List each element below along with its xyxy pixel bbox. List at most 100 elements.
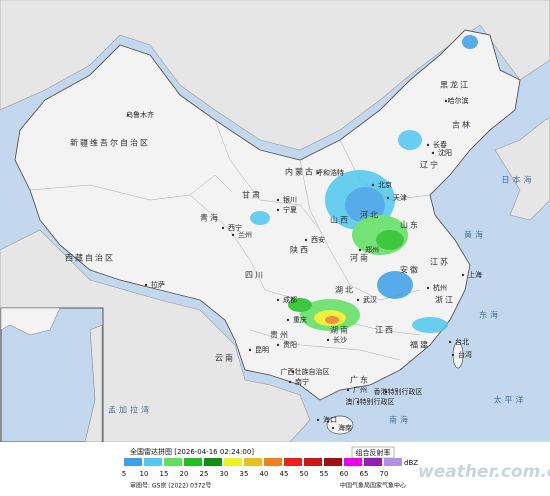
scale-label: 30 — [220, 470, 229, 478]
city-dot — [358, 248, 362, 252]
city-dot — [444, 99, 448, 103]
place-label: 广州 — [353, 385, 367, 394]
city-dot — [276, 208, 280, 212]
scale-label: 15 — [160, 470, 169, 478]
scale-label: 40 — [260, 470, 269, 478]
city-dot — [248, 348, 252, 352]
place-label: 台湾 — [458, 350, 472, 359]
place-label: 银川 — [283, 195, 297, 204]
scale-swatch — [244, 458, 262, 466]
city-dot — [448, 340, 452, 344]
scale-label: 25 — [200, 470, 209, 478]
place-label: 青海 — [200, 213, 220, 223]
place-label: 甘肃 — [242, 190, 262, 200]
scale-label: 45 — [280, 470, 289, 478]
scale-label: 65 — [360, 470, 369, 478]
place-label: 郑州 — [365, 246, 379, 254]
place-label: 广西壮族自治区 — [281, 367, 330, 376]
scale-swatch — [384, 458, 402, 466]
city-dot — [331, 426, 335, 430]
city-dot — [346, 388, 350, 392]
city-dot — [356, 400, 360, 404]
place-label: 太平洋 — [494, 395, 527, 405]
scale-label: 10 — [140, 470, 149, 478]
city-dot — [316, 171, 320, 175]
city-dot — [144, 283, 148, 287]
place-label: 台北 — [455, 337, 469, 346]
city-dot — [356, 298, 360, 302]
place-label: 河南 — [350, 253, 370, 263]
place-label: 新疆维吾尔自治区 — [70, 138, 150, 148]
place-label: 西宁 — [228, 223, 242, 232]
scale-swatch — [164, 458, 182, 466]
place-label: 沈阳 — [438, 148, 452, 157]
place-label: 湖南 — [330, 325, 350, 335]
place-label: 山西 — [330, 215, 350, 225]
city-dot — [316, 418, 320, 422]
place-label: 河北 — [360, 210, 380, 220]
legend-panel — [0, 442, 550, 492]
scale-swatch — [144, 458, 162, 466]
place-label: 日本海 — [502, 175, 535, 185]
city-dot — [304, 238, 308, 242]
place-label: 宁夏 — [283, 205, 297, 214]
place-label: 陕西 — [290, 245, 310, 255]
japan-korea — [494, 117, 550, 221]
place-label: 福建 — [410, 340, 430, 350]
place-label: 辽宁 — [420, 160, 440, 170]
place-label: 贵州 — [270, 330, 290, 340]
place-label: 澳门特别行政区 — [346, 397, 395, 406]
city-dot — [371, 183, 375, 187]
province-borders — [29, 119, 431, 361]
place-label: 吉林 — [452, 120, 472, 130]
place-label: 北京 — [378, 180, 392, 189]
place-label: 西藏自治区 — [65, 253, 115, 263]
place-label: 乌鲁木齐 — [126, 110, 154, 119]
scale-label: 60 — [340, 470, 349, 478]
radar-echoes — [250, 35, 478, 333]
place-label: 安徽 — [400, 265, 420, 275]
city-dot — [231, 233, 235, 237]
scale-swatch — [364, 458, 382, 466]
place-label: 天津 — [393, 194, 407, 202]
place-label: 哈尔滨 — [448, 96, 469, 105]
place-label: 重庆 — [293, 315, 307, 324]
place-label: 海口 — [323, 415, 337, 424]
scale-label: 35 — [240, 470, 249, 478]
place-label: 上海 — [468, 270, 482, 279]
scale-swatch — [204, 458, 222, 466]
place-label: 江苏 — [430, 257, 450, 267]
place-label: 内蒙古 — [285, 167, 315, 177]
scale-label: 5 — [122, 470, 126, 478]
scale-swatch — [344, 458, 362, 466]
neighbor-land-north — [0, 0, 550, 151]
scale-label: 70 — [380, 470, 389, 478]
legend-product: 组合反射率 — [356, 448, 391, 457]
place-label: 拉萨 — [151, 280, 165, 289]
place-label: 广东 — [350, 375, 370, 385]
place-label: 云南 — [215, 353, 235, 363]
south-sea-inset — [0, 307, 104, 443]
scale-swatch — [224, 458, 242, 466]
city-dot — [276, 198, 280, 202]
place-label: 贵阳 — [283, 340, 297, 349]
place-label: 浙江 — [435, 295, 455, 305]
city-dot — [426, 286, 430, 290]
city-dot — [431, 151, 435, 155]
city-dot — [276, 298, 280, 302]
place-label: 武汉 — [363, 295, 377, 304]
place-label: 兰州 — [238, 230, 252, 239]
city-dot — [286, 318, 290, 322]
scale-swatch — [284, 458, 302, 466]
place-label: 南宁 — [295, 377, 309, 386]
city-dot — [461, 273, 465, 277]
place-label: 湖北 — [335, 286, 355, 295]
city-dot — [126, 113, 130, 117]
scale-label: 20 — [180, 470, 189, 478]
place-label: 南海 — [389, 415, 411, 425]
legend-unit: dBZ — [404, 459, 418, 467]
place-label: 孟加拉湾 — [108, 405, 152, 415]
place-label: 东海 — [479, 310, 501, 320]
